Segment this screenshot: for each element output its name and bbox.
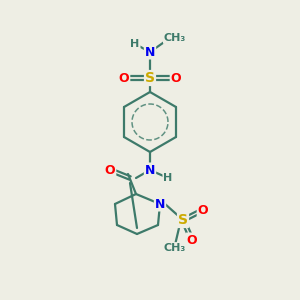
Text: N: N	[145, 164, 155, 176]
Text: O: O	[198, 203, 208, 217]
Text: O: O	[119, 71, 129, 85]
Text: CH₃: CH₃	[164, 243, 186, 253]
Text: S: S	[178, 213, 188, 227]
Text: N: N	[145, 46, 155, 59]
Text: O: O	[171, 71, 181, 85]
Text: O: O	[187, 233, 197, 247]
Text: S: S	[145, 71, 155, 85]
Text: H: H	[164, 173, 172, 183]
Text: H: H	[130, 39, 140, 49]
Text: N: N	[155, 197, 165, 211]
Text: O: O	[105, 164, 115, 176]
Text: CH₃: CH₃	[164, 33, 186, 43]
